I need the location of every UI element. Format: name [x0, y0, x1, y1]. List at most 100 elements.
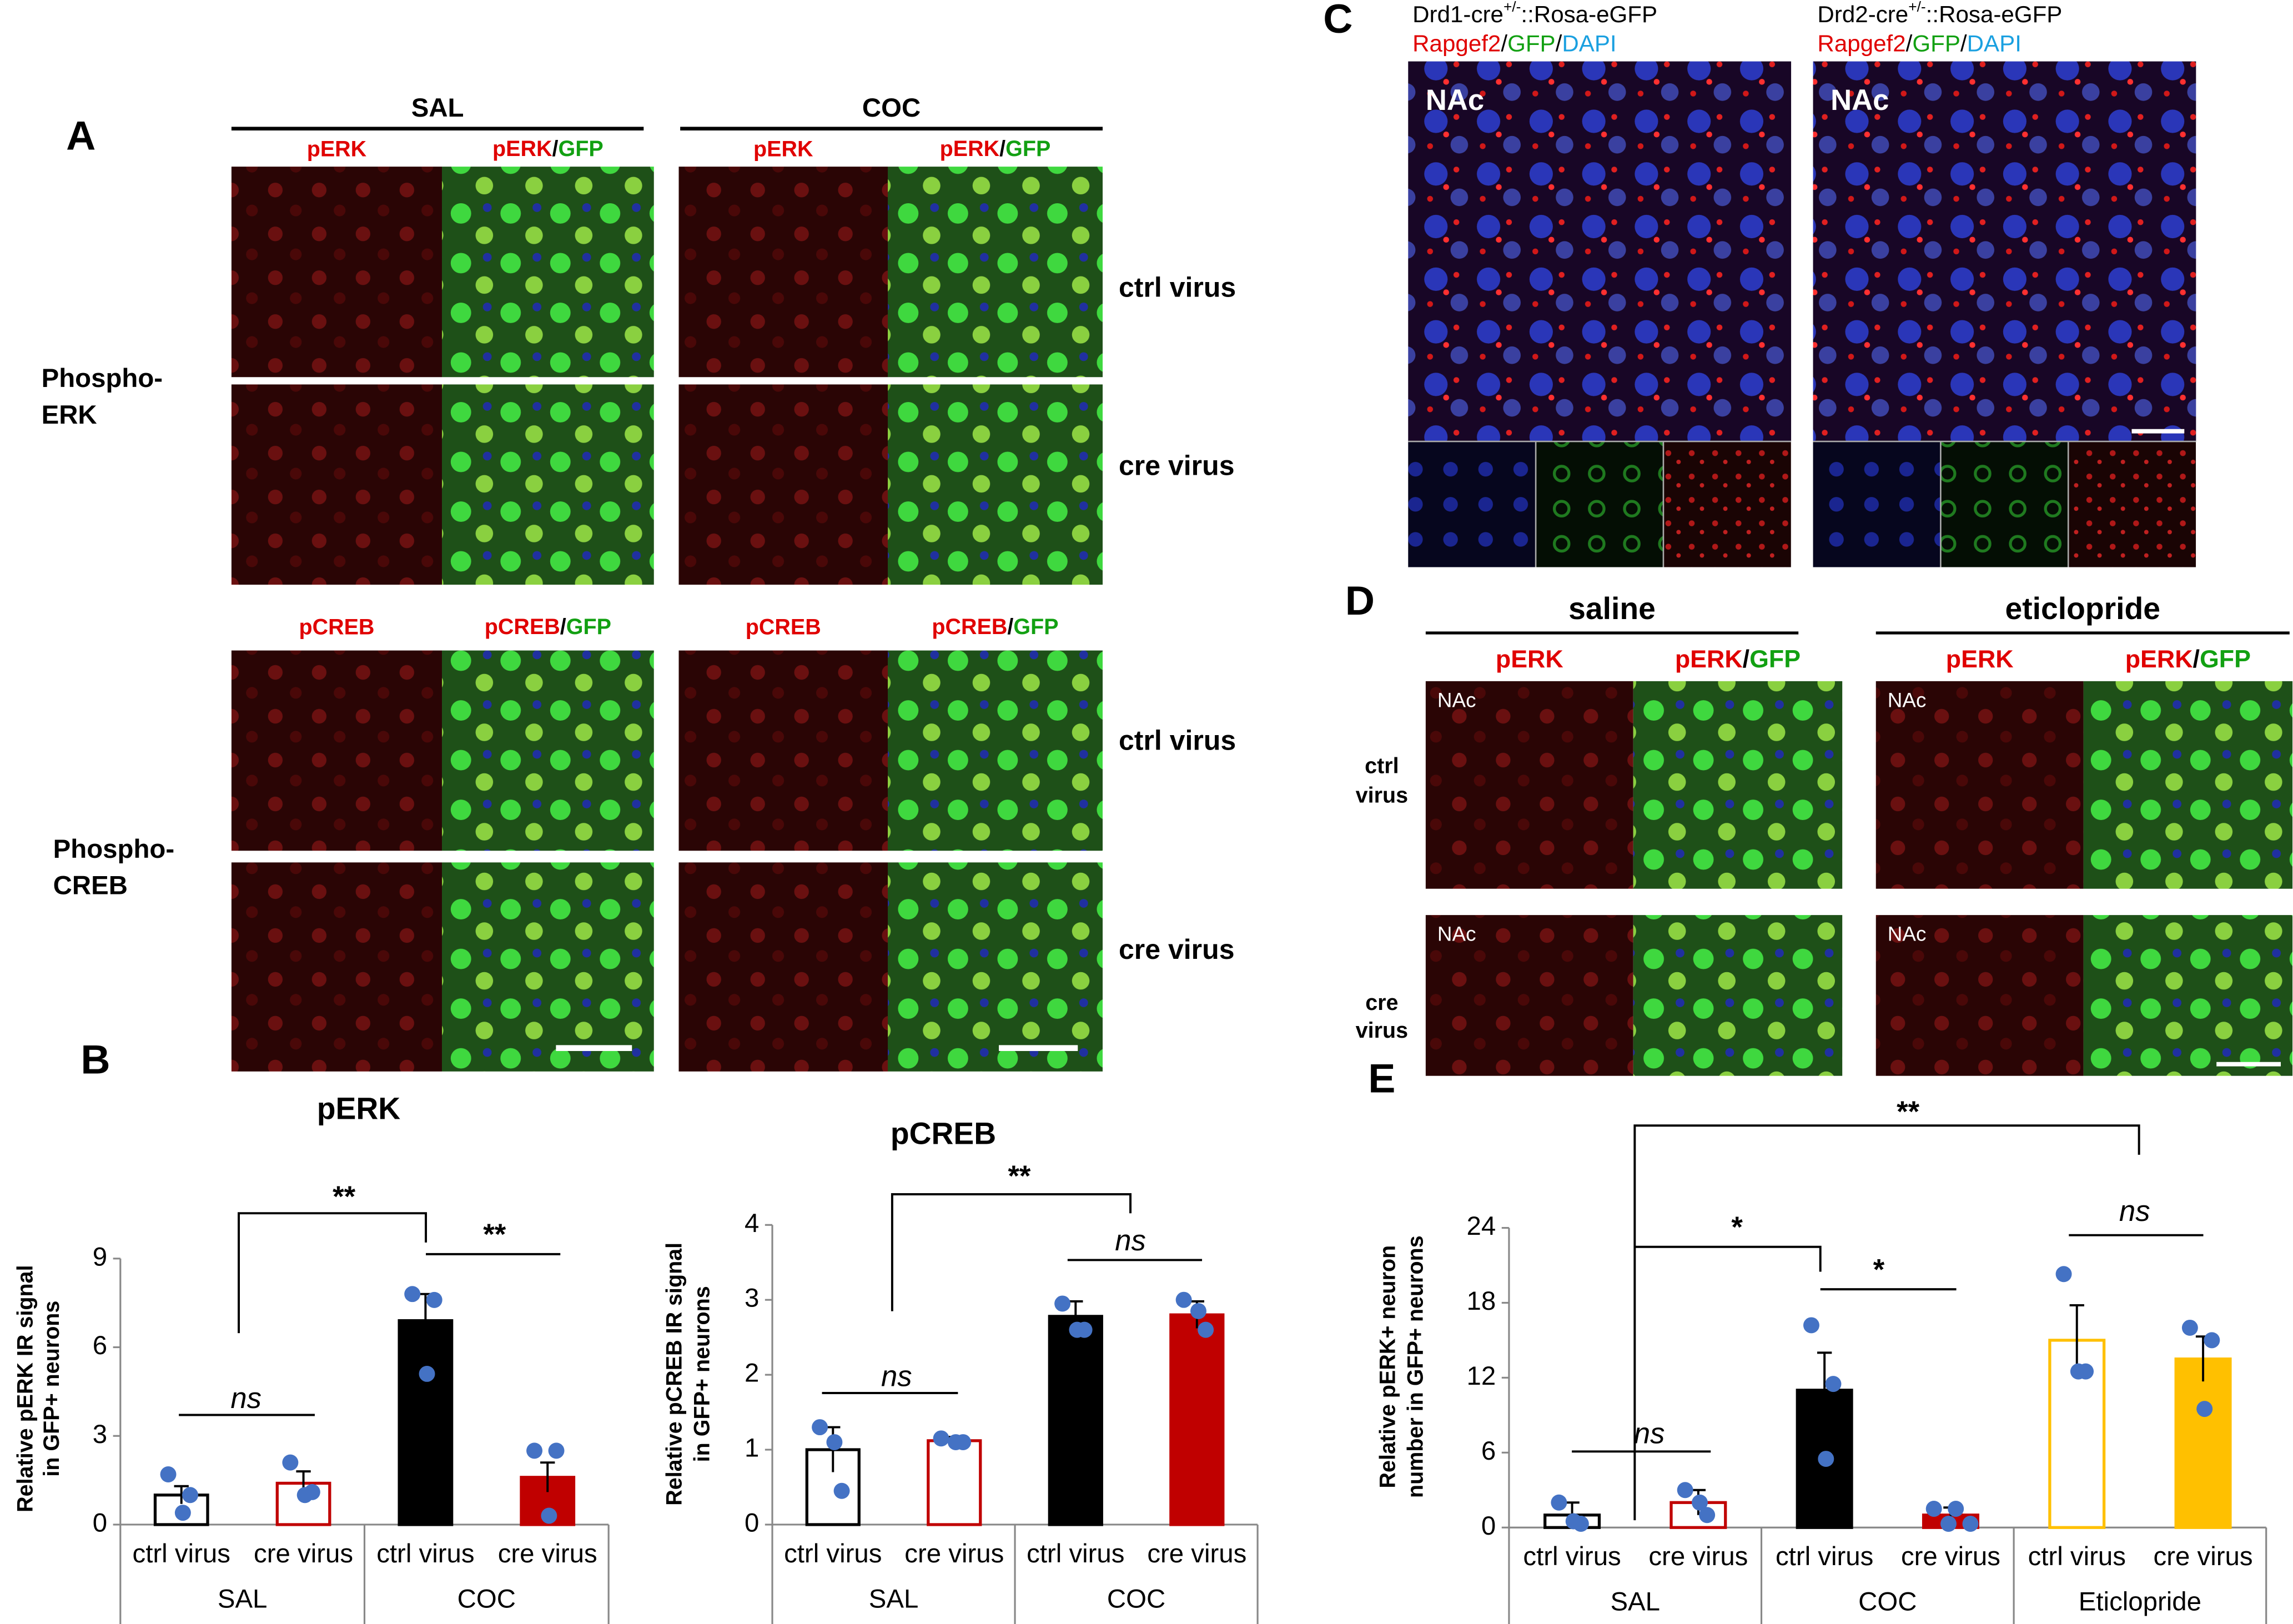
chart-title: pERK — [317, 1092, 401, 1126]
condition-label: COC — [862, 93, 921, 123]
row-label: virus — [1356, 783, 1408, 807]
micrograph — [442, 384, 654, 585]
text-part: +/- — [1503, 0, 1521, 15]
region-label: NAc — [1888, 688, 1927, 711]
bar — [1169, 1313, 1225, 1526]
condition-label: eticlopride — [2005, 591, 2160, 626]
text-part: pERK — [2125, 645, 2193, 673]
condition-label: SAL — [411, 93, 464, 123]
micrograph — [2083, 681, 2293, 889]
micrograph — [1813, 441, 1941, 567]
micrograph — [1408, 441, 1536, 567]
y-tick-label: 2 — [745, 1359, 759, 1388]
y-tick-label: 4 — [745, 1209, 759, 1238]
data-point — [1948, 1501, 1964, 1517]
micrograph — [442, 650, 654, 851]
x-tick-label: ctrl virus — [784, 1539, 882, 1568]
stain-label: Rapgef2/GFP/DAPI — [1412, 31, 1617, 57]
data-point — [1825, 1376, 1842, 1392]
group-label: Eticlopride — [2079, 1587, 2201, 1617]
text-part: / — [2193, 645, 2200, 673]
x-tick-label: cre virus — [1147, 1539, 1246, 1568]
micrograph — [2083, 915, 2293, 1076]
annotation: ns — [881, 1360, 912, 1393]
data-point — [1677, 1482, 1693, 1499]
x-tick-label: ctrl virus — [376, 1539, 474, 1568]
channel-label: pERK/GFP — [940, 137, 1051, 162]
y-axis-label: in GFP+ neurons — [690, 1286, 715, 1462]
y-tick-label: 0 — [1481, 1511, 1496, 1541]
x-tick-label: cre virus — [2154, 1542, 2253, 1571]
significance-bracket — [891, 1193, 1132, 1311]
y-tick-label: 0 — [93, 1508, 107, 1537]
micrograph — [1813, 61, 2196, 442]
data-point — [1175, 1291, 1192, 1308]
micrograph — [888, 650, 1103, 851]
data-point — [1692, 1494, 1708, 1511]
data-point — [160, 1466, 177, 1482]
channel-label: pCREB — [746, 615, 821, 640]
row-label: ERK — [42, 400, 97, 430]
channel-label: pERK — [753, 137, 813, 162]
y-axis-label: in GFP+ neurons — [39, 1301, 64, 1477]
micrograph — [888, 862, 1103, 1072]
channel-label: pERK — [307, 137, 367, 162]
micrograph — [678, 167, 888, 378]
group-label: COC — [457, 1584, 516, 1613]
data-point — [2055, 1266, 2072, 1283]
micrograph — [1425, 915, 1633, 1076]
channel-label: pERK/GFP — [492, 137, 604, 162]
text-part: DAPI — [1562, 31, 1616, 57]
text-part: GFP — [1013, 615, 1058, 640]
virus-label: ctrl virus — [1119, 725, 1236, 756]
text-part: / — [1960, 31, 1967, 57]
data-point — [282, 1454, 299, 1471]
data-point — [1054, 1295, 1071, 1312]
micrograph — [678, 862, 888, 1072]
group-label: COC — [1107, 1584, 1165, 1613]
channel-label: pERK/GFP — [2125, 645, 2251, 673]
panel-label: C — [1323, 0, 1352, 42]
micrograph — [231, 384, 442, 585]
panel-label: E — [1368, 1055, 1395, 1102]
x-tick-label: cre virus — [1648, 1542, 1748, 1571]
virus-label: ctrl virus — [1119, 272, 1236, 303]
micrograph — [442, 862, 654, 1072]
micrograph — [2068, 441, 2196, 567]
y-tick-label: 18 — [1467, 1286, 1496, 1316]
annotation: ** — [1897, 1095, 1919, 1128]
micrograph — [442, 167, 654, 378]
data-point — [1198, 1321, 1214, 1338]
text-part: Drd1-cre — [1412, 1, 1503, 27]
row-label: cre — [1365, 991, 1398, 1015]
micrograph — [1408, 61, 1792, 442]
annotation: ** — [483, 1218, 506, 1251]
region-label: NAc — [1437, 923, 1476, 946]
data-point — [296, 1487, 313, 1504]
y-tick-label: 12 — [1467, 1361, 1496, 1391]
text-part: / — [1743, 645, 1749, 673]
y-tick-label: 3 — [93, 1420, 107, 1449]
micrograph — [231, 862, 442, 1072]
data-point — [1818, 1451, 1834, 1467]
bar — [1048, 1315, 1103, 1526]
data-point — [1551, 1494, 1567, 1511]
micrograph — [231, 167, 442, 378]
micrograph — [1425, 681, 1633, 889]
data-point — [933, 1430, 949, 1447]
micrograph — [1875, 681, 2084, 889]
micrograph — [1875, 915, 2084, 1076]
y-axis-label: Relative pERK IR signal — [13, 1265, 38, 1512]
genotype-label: Drd1-cre+/-::Rosa-eGFP — [1412, 0, 1657, 27]
micrograph — [678, 650, 888, 851]
region-label: NAc — [1426, 84, 1484, 117]
channel-label: pERK/GFP — [1675, 645, 1801, 673]
x-tick-label: cre virus — [498, 1539, 597, 1568]
group-label: SAL — [869, 1584, 919, 1613]
panel-label: D — [1345, 577, 1375, 624]
x-tick-label: ctrl virus — [133, 1539, 230, 1568]
text-part: pERK — [940, 137, 1000, 162]
chart-title: pCREB — [891, 1116, 996, 1150]
significance-bracket — [1633, 1124, 2140, 1521]
text-part: / — [1556, 31, 1562, 57]
